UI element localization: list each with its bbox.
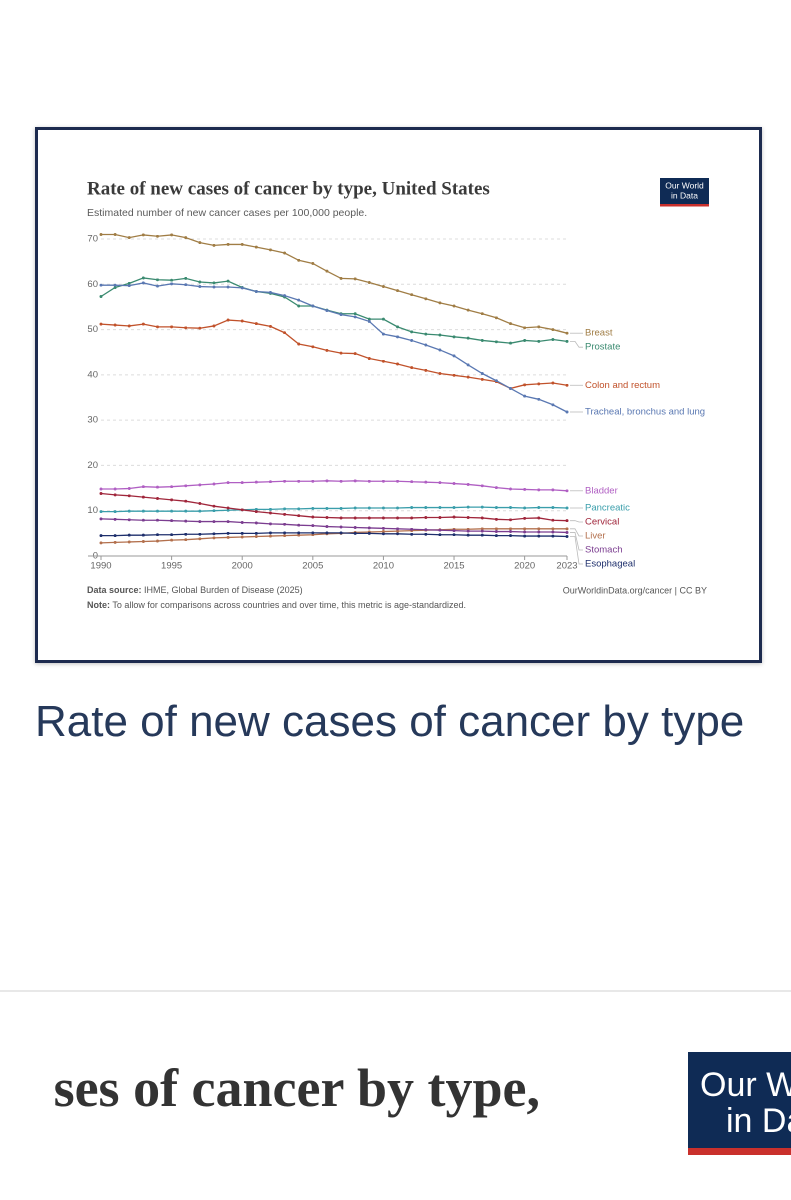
logo-box[interactable] xyxy=(660,178,709,206)
legend-label: Colon and rectum xyxy=(585,380,660,391)
chart-title: Rate of new cases of cancer by type, Uni… xyxy=(87,178,490,199)
x-tick-label: 2015 xyxy=(443,561,464,572)
legend-label: Cervical xyxy=(585,517,619,528)
label-connector xyxy=(570,520,583,523)
x-tick-label: 2000 xyxy=(232,561,253,572)
y-tick-label: 40 xyxy=(87,369,98,380)
preview-title-wrap: ses of cancer by type, xyxy=(0,1055,540,1125)
legend-label: Prostate xyxy=(585,342,620,353)
y-tick-label: 70 xyxy=(87,234,98,245)
y-tick-label: 30 xyxy=(87,415,98,426)
label-connector xyxy=(570,340,583,348)
series-line xyxy=(99,531,569,539)
preview-logo-text: Our W xyxy=(700,1066,791,1104)
y-tick-label: 10 xyxy=(87,505,98,516)
logo-bar xyxy=(660,204,709,207)
x-tick-label: 1990 xyxy=(90,561,111,572)
series-line xyxy=(99,479,569,493)
legend-label: Bladder xyxy=(585,485,618,496)
preview-logo-bar xyxy=(688,1148,791,1155)
y-tick-label: 50 xyxy=(87,324,98,335)
source: Data source: IHME, Global Burden of Dise… xyxy=(87,585,303,595)
legend-label: Tracheal, bronchus and lung xyxy=(585,407,705,418)
note-label: Note: xyxy=(87,600,110,610)
y-tick-label: 20 xyxy=(87,460,98,471)
legend-label: Esophageal xyxy=(585,559,635,570)
series-line xyxy=(99,318,569,390)
source-text: IHME, Global Burden of Disease (2025) xyxy=(144,585,303,595)
y-tick-label: 60 xyxy=(87,279,98,290)
chart-card[interactable]: Rate of new cases of cancer by type, Uni… xyxy=(35,127,762,663)
legend-label: Pancreatic xyxy=(585,503,630,514)
chart: Rate of new cases of cancer by type, Uni… xyxy=(87,178,709,610)
label-connector xyxy=(570,536,583,565)
preview-logo[interactable]: Our W in Da xyxy=(688,1052,791,1155)
label-connector xyxy=(570,532,583,551)
legend-label: Breast xyxy=(585,328,613,339)
label-connector xyxy=(570,528,583,537)
preview-title: ses of cancer by type, xyxy=(53,1058,540,1118)
preview-logo-text: in Da xyxy=(726,1102,791,1140)
note-text: To allow for comparisons across countrie… xyxy=(112,600,466,610)
x-tick-label: 2010 xyxy=(373,561,394,572)
legend-label: Stomach xyxy=(585,545,623,556)
x-tick-label: 2020 xyxy=(514,561,535,572)
source-url[interactable]: OurWorldinData.org/cancer | CC BY xyxy=(563,585,707,595)
divider xyxy=(0,990,791,992)
source-label: Data source: xyxy=(87,585,142,595)
series-line xyxy=(99,281,569,414)
x-tick-label: 2023 xyxy=(556,561,577,572)
series-line xyxy=(99,276,569,345)
x-tick-label: 2005 xyxy=(302,561,323,572)
legend-label: Liver xyxy=(585,531,606,542)
note: Note: To allow for comparisons across co… xyxy=(87,600,466,610)
chart-subtitle: Estimated number of new cancer cases per… xyxy=(87,207,367,219)
series-line xyxy=(99,517,569,534)
logo-text: in Data xyxy=(671,190,698,200)
article-heading[interactable]: Rate of new cases of cancer by type xyxy=(35,697,745,746)
logo-text: Our World xyxy=(665,180,704,190)
x-tick-label: 1995 xyxy=(161,561,182,572)
